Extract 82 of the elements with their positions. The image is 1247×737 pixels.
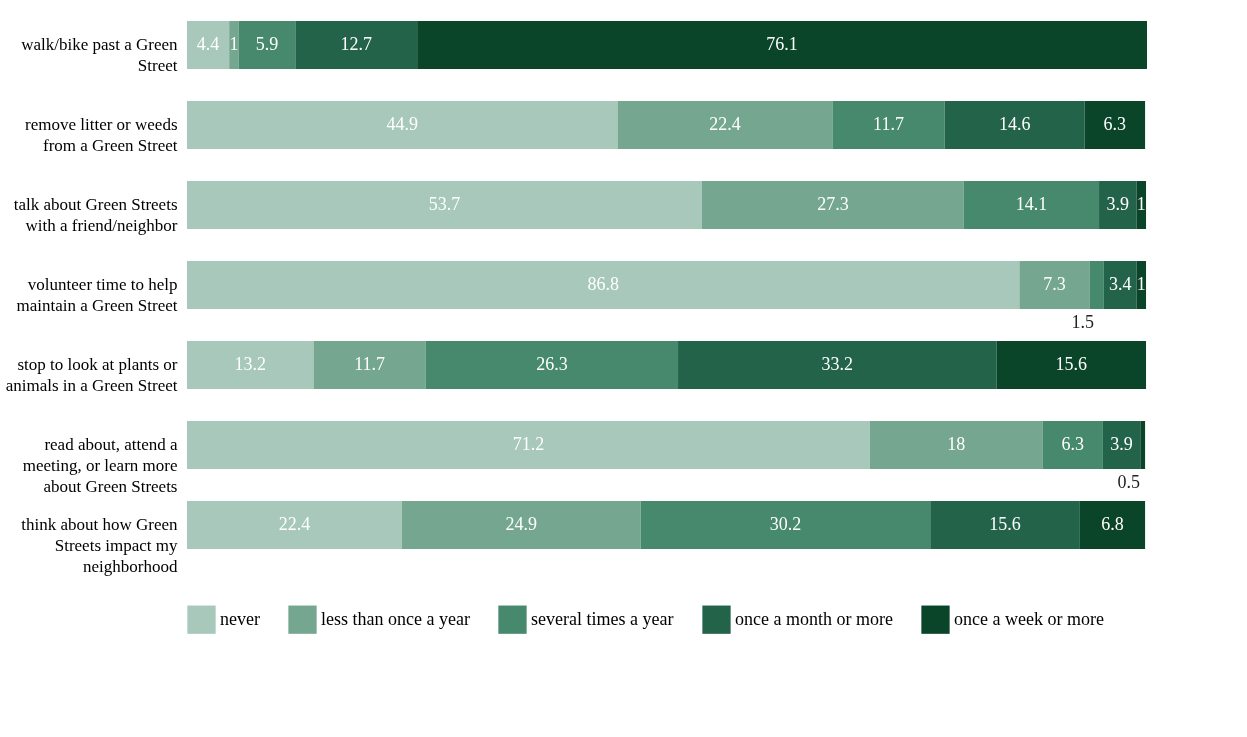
y-tick-label: walk/bike past a Green Street: [21, 35, 178, 75]
data-label: 18: [947, 434, 966, 454]
data-label: 14.6: [998, 114, 1031, 134]
data-label: 15.6: [989, 514, 1021, 534]
data-label: 3.9: [1106, 194, 1129, 214]
data-label: 1: [1136, 274, 1146, 294]
bar: [425, 341, 679, 389]
data-label: 3.4: [1108, 274, 1132, 294]
bar: [1103, 261, 1137, 309]
data-label: 15.6: [1055, 354, 1087, 374]
bar: [832, 101, 945, 149]
y-tick-label: read about, attend a meeting, or learn more about Green Streets: [22, 435, 178, 496]
data-label: 11.7: [873, 114, 904, 134]
data-label: 4.4: [196, 34, 220, 54]
bar: [187, 101, 618, 149]
bar: [1042, 421, 1103, 469]
data-label: 71.2: [512, 434, 545, 454]
y-tick-label: remove litter or weeds from a Green Street: [25, 115, 178, 155]
bar: [869, 421, 1043, 469]
data-label: 6.8: [1101, 514, 1124, 534]
bar: [187, 261, 1020, 309]
bar: [295, 21, 418, 69]
legend-label: never: [220, 608, 260, 629]
data-label: 6.3: [1103, 114, 1127, 134]
data-label: 14.1: [1015, 194, 1048, 214]
bar: [930, 501, 1080, 549]
bar: [1136, 261, 1147, 309]
data-label: 1: [229, 34, 239, 54]
data-label: 0.5: [1117, 472, 1140, 492]
data-label: 53.7: [428, 194, 461, 214]
bar: [417, 21, 1147, 69]
legend-label: once a month or more: [735, 608, 893, 629]
data-label: 1.5: [1071, 312, 1094, 332]
bar: [1102, 421, 1141, 469]
bar: [1140, 421, 1146, 469]
bar: [1099, 181, 1137, 229]
bar: [187, 421, 870, 469]
bar: [187, 21, 230, 69]
bar: [1019, 261, 1090, 309]
data-label: 12.7: [340, 34, 373, 54]
y-tick-label: volunteer time to help maintain a Green Street: [16, 275, 178, 315]
bar: [1136, 181, 1147, 229]
data-label: 5.9: [255, 34, 279, 54]
bar: [229, 21, 239, 69]
bar: [678, 341, 997, 389]
data-label: 1: [1136, 194, 1146, 214]
data-label: 6.3: [1061, 434, 1084, 454]
data-label: 27.3: [817, 194, 849, 214]
legend-label: less than once a year: [321, 608, 470, 629]
data-label: 11.7: [354, 354, 386, 374]
data-label: 22.4: [709, 114, 741, 134]
bar: [313, 341, 426, 389]
data-label: 76.1: [766, 34, 798, 54]
data-label: 22.4: [278, 514, 311, 534]
data-label: 24.9: [505, 514, 537, 534]
data-label: 7.3: [1043, 274, 1066, 294]
bar: [963, 181, 1100, 229]
bar: [1089, 261, 1104, 309]
bar: [187, 341, 314, 389]
data-label: 33.2: [821, 354, 853, 374]
y-tick-label: stop to look at plants or animals in a Green Street: [5, 355, 178, 395]
bar: [617, 101, 833, 149]
data-label: 13.2: [234, 354, 267, 374]
bar: [702, 181, 964, 229]
y-tick-label: think about how Green Streets impact my neighborhood: [21, 515, 178, 576]
data-label: 86.8: [587, 274, 619, 294]
legend-label: once a week or more: [954, 608, 1104, 629]
data-label: 26.3: [536, 354, 568, 374]
bar: [401, 501, 641, 549]
data-label: 30.2: [769, 514, 802, 534]
bar: [187, 181, 702, 229]
data-label: 44.9: [386, 114, 419, 134]
bar: [1079, 501, 1146, 549]
y-tick-label: talk about Green Streets with a friend/neighbor: [13, 195, 178, 235]
bar: [1084, 101, 1146, 149]
bar: [640, 501, 931, 549]
bar: [996, 341, 1147, 389]
bar: [238, 21, 296, 69]
legend-label: several times a year: [531, 608, 674, 629]
bar: [187, 501, 402, 549]
bar: [944, 101, 1085, 149]
data-label: 3.9: [1110, 434, 1133, 454]
